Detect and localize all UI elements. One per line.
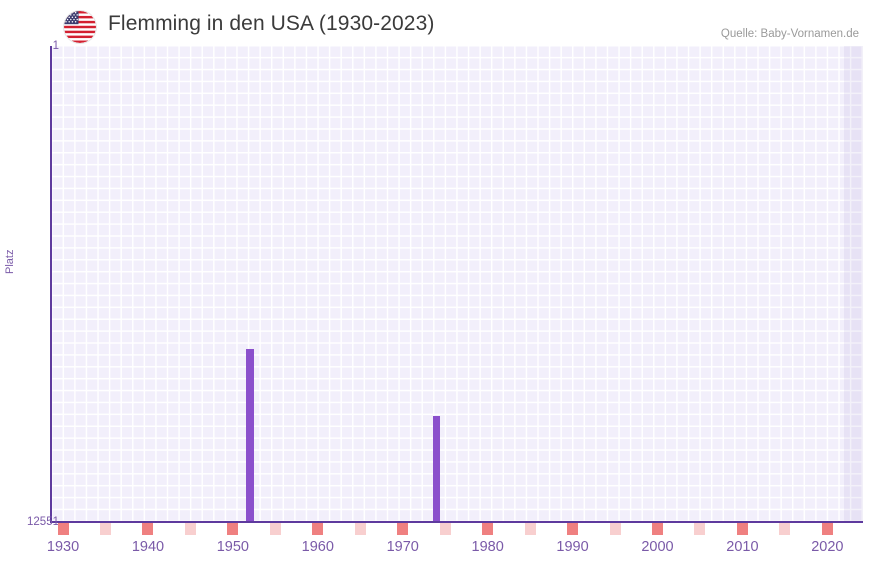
x-tick-mark-minor-1935	[100, 523, 111, 535]
y-axis-tick-bottom: 12551	[27, 516, 59, 528]
x-tick-mark-minor-2015	[779, 523, 791, 535]
chart-plot-area	[52, 46, 863, 522]
x-tick-mark-1950	[227, 523, 239, 535]
x-tick-mark-1930	[57, 523, 69, 535]
page-title: Flemming in den USA (1930-2023)	[108, 12, 435, 35]
x-tick-mark-1960	[312, 523, 324, 535]
x-tick-label-1980: 1980	[471, 539, 504, 555]
x-tick-mark-minor-1945	[184, 523, 196, 535]
x-tick-mark-2010	[736, 523, 748, 535]
x-tick-mark-1940	[142, 523, 154, 535]
y-axis-tick-top: 1	[52, 40, 59, 52]
bar-1974[interactable]	[432, 416, 441, 522]
y-axis-title: Platz	[4, 249, 16, 274]
x-tick-label-1960: 1960	[301, 539, 334, 555]
x-tick-label-1950: 1950	[216, 539, 250, 555]
shaded-future-region	[844, 46, 863, 522]
x-tick-label-1940: 1940	[131, 539, 165, 555]
x-tick-mark-1990	[567, 523, 579, 535]
x-tick-mark-1970	[397, 523, 409, 535]
x-tick-mark-1980	[482, 523, 494, 535]
x-tick-mark-2020	[821, 523, 833, 535]
x-tick-label-2020: 2020	[811, 539, 844, 555]
bar-1952[interactable]	[246, 349, 254, 522]
x-axis-line	[50, 521, 863, 523]
x-tick-label-1930: 1930	[46, 539, 80, 555]
source-attribution: Quelle: Baby-Vornamen.de	[720, 28, 859, 40]
x-tick-mark-minor-1985	[524, 523, 536, 535]
x-tick-label-1970: 1970	[386, 539, 419, 555]
x-tick-mark-minor-1995	[609, 523, 621, 535]
x-tick-mark-minor-1965	[354, 523, 366, 535]
grid-lines	[52, 46, 863, 522]
chart-header: Flemming in den USA (1930-2023) Quelle: …	[0, 0, 873, 46]
x-tick-label-2010: 2010	[726, 539, 759, 555]
x-tick-label-1990: 1990	[556, 539, 589, 555]
x-tick-mark-minor-2005	[694, 523, 706, 535]
us-flag-icon	[64, 11, 96, 43]
x-tick-mark-minor-1955	[269, 523, 281, 535]
x-tick-label-2000: 2000	[641, 539, 674, 555]
x-tick-mark-minor-1975	[439, 523, 451, 535]
y-axis-line	[50, 46, 52, 523]
x-tick-mark-2000	[651, 523, 663, 535]
